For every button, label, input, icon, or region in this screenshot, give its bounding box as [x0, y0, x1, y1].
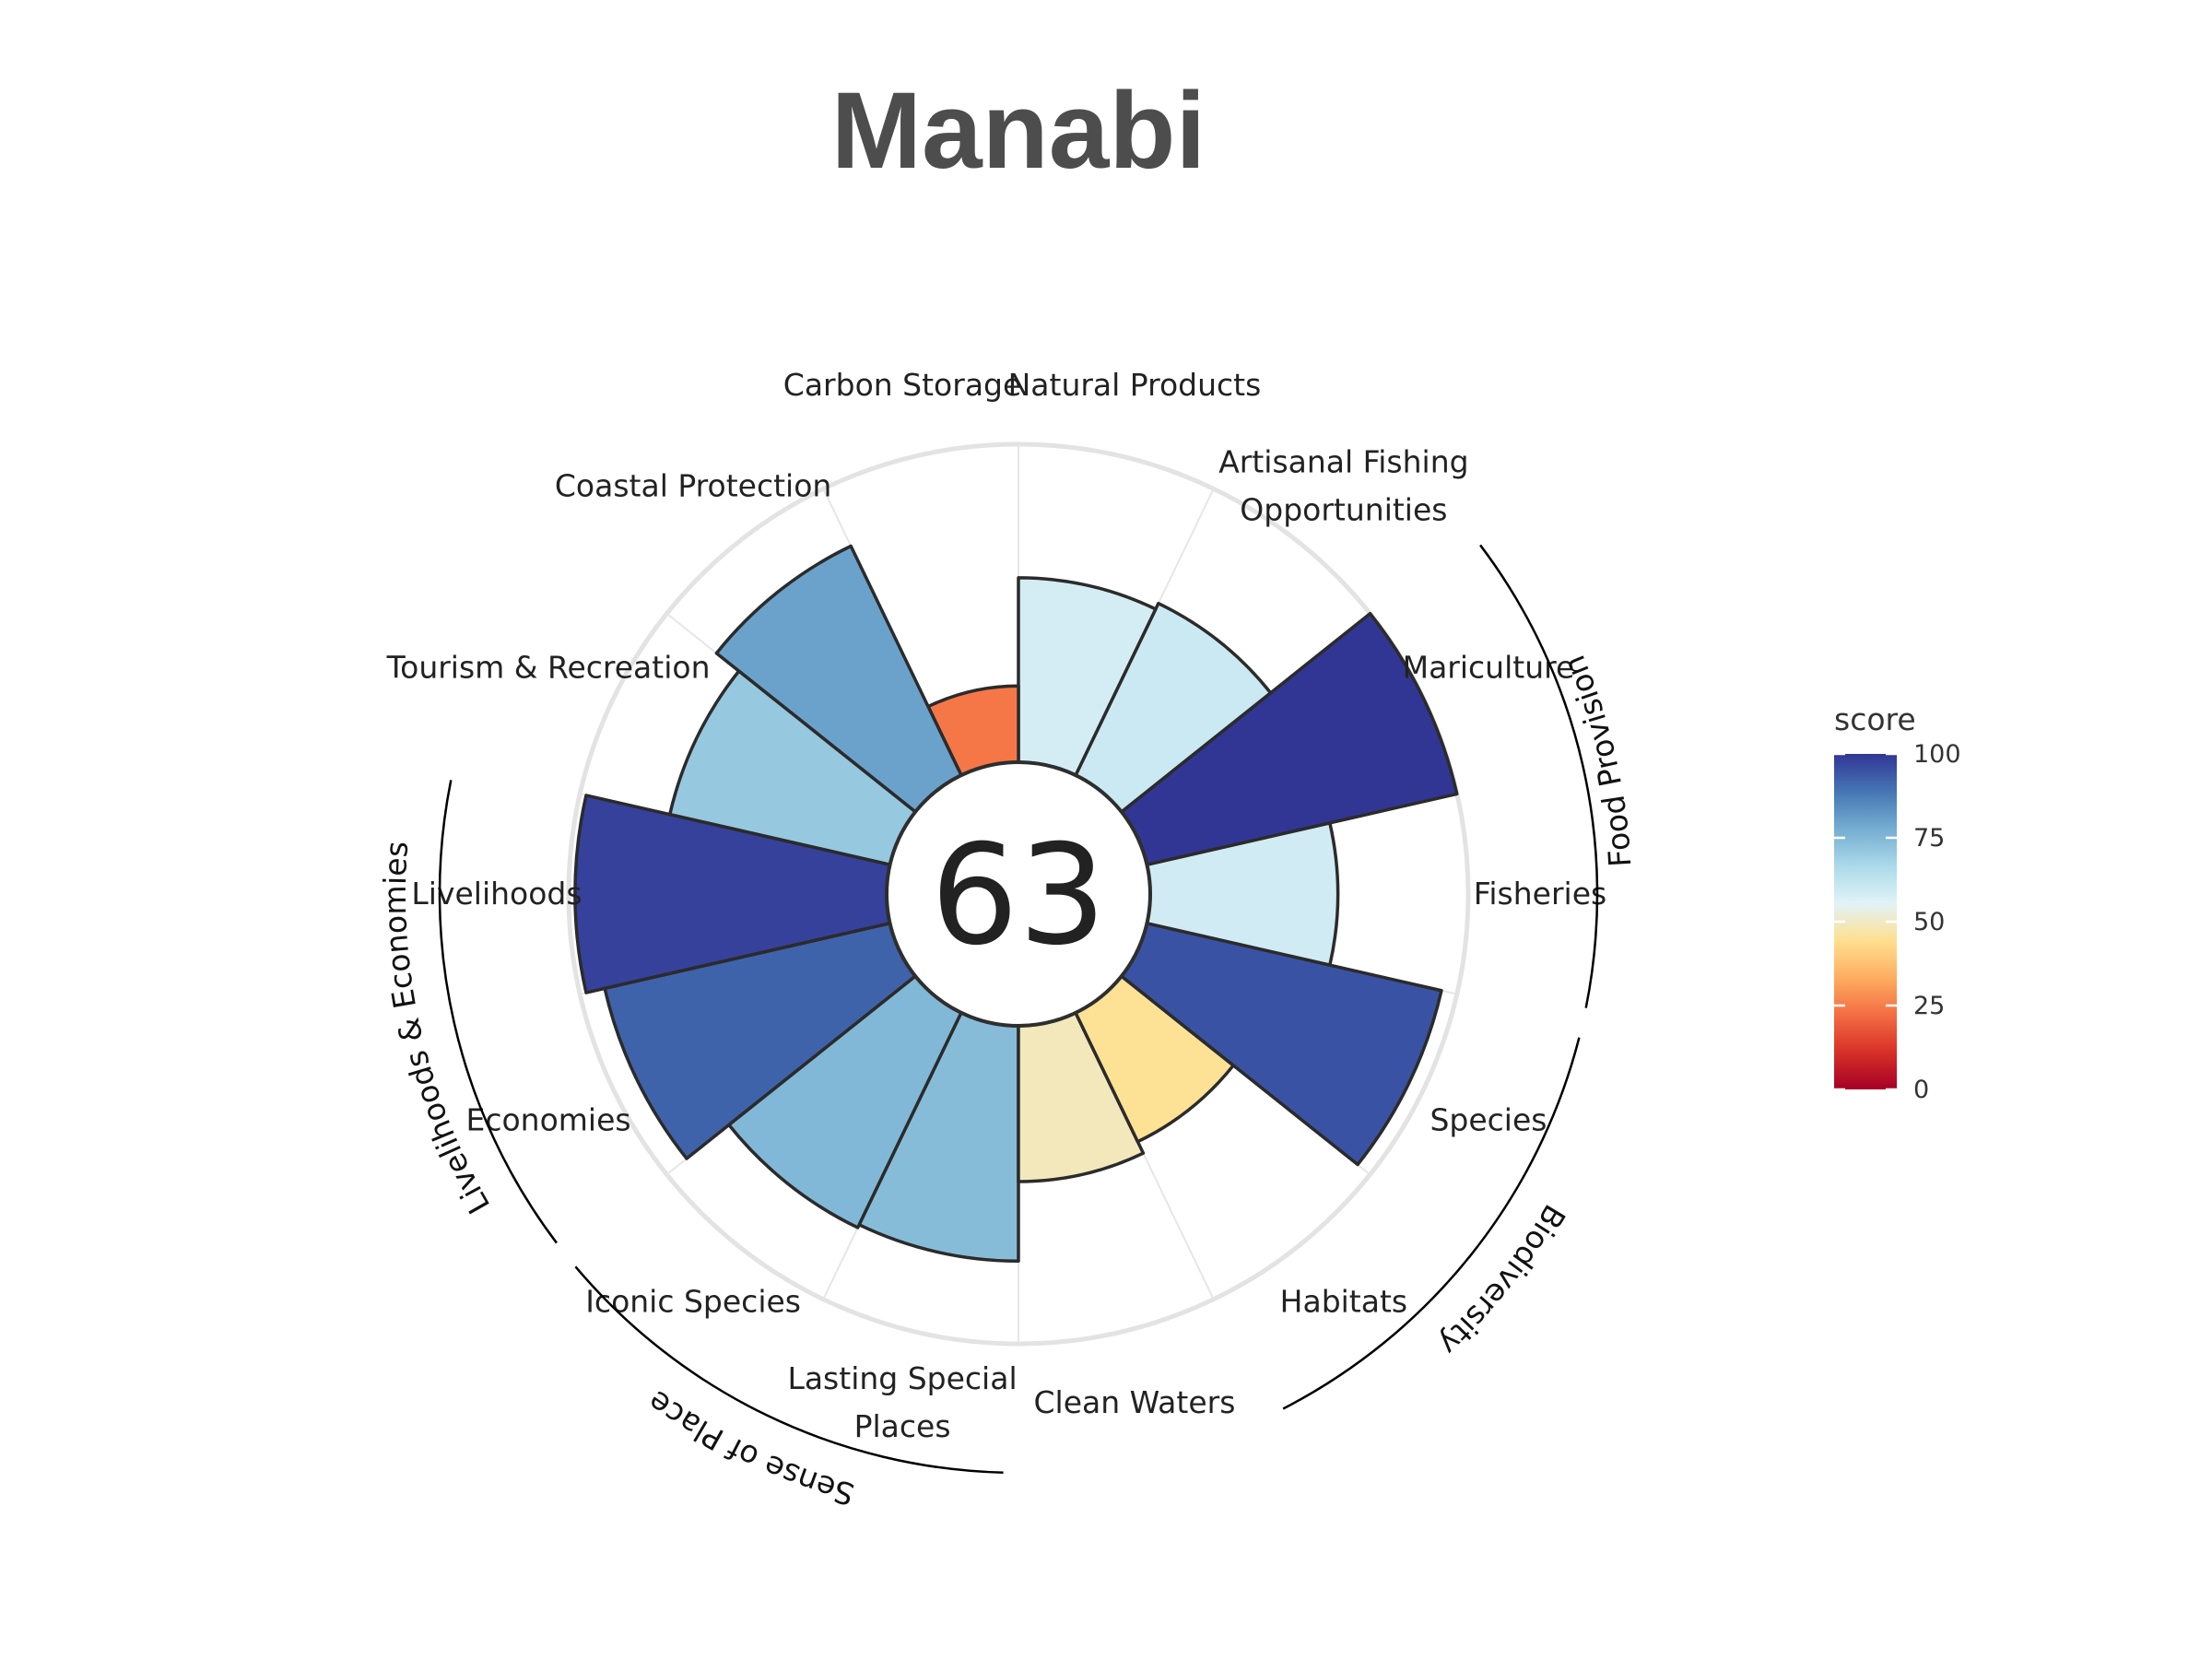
goal-label-mariculture: Mariculture	[1403, 649, 1575, 685]
chart-title: Manabi	[831, 70, 1206, 192]
group-arc-biodiversity	[1282, 1037, 1581, 1410]
group-arc-livelihoods-economies	[438, 780, 558, 1244]
legend-ticks: 0 25 50 75 100	[1834, 740, 1961, 1104]
goal-label-tourism-recreation: Tourism & Recreation	[386, 649, 711, 685]
group-label-biodiversity: Biodiversity	[1431, 1198, 1572, 1362]
goal-label-carbon-storage: Carbon Storage	[783, 367, 1022, 403]
goal-label-natural-products: Natural Products	[1008, 367, 1262, 403]
legend-tick-label: 0	[1913, 1076, 1929, 1104]
goal-label-iconic-species: Iconic Species	[585, 1284, 801, 1320]
goal-label-livelihoods: Livelihoods	[411, 876, 582, 912]
overall-score: 63	[931, 816, 1107, 976]
center-disc	[885, 760, 1152, 1028]
goal-label-fisheries: Fisheries	[1474, 876, 1606, 912]
goal-label-artisanal-fishing-opportunities: Artisanal Fishing Opportunities	[1218, 443, 1468, 527]
goal-label-coastal-protection: Coastal Protection	[555, 467, 831, 503]
goal-label-economies: Economies	[465, 1102, 630, 1138]
goal-label-habitats: Habitats	[1280, 1284, 1407, 1320]
group-label-sense-of-place: Sense of Place	[641, 1383, 859, 1512]
legend: score 0 25 50 75 100	[1834, 701, 1961, 1104]
legend-tick-label: 75	[1913, 824, 1945, 853]
legend-tick-label: 50	[1913, 908, 1945, 936]
goal-label-species: Species	[1430, 1102, 1547, 1138]
legend-tick-label: 25	[1913, 992, 1945, 1020]
legend-title: score	[1834, 701, 1916, 737]
legend-tick-label: 100	[1913, 740, 1961, 769]
bars-layer	[573, 544, 1459, 1264]
goal-label-clean-waters: Clean Waters	[1034, 1384, 1236, 1420]
group-label-food-provision: Food Provision	[1556, 651, 1638, 868]
group-arc-sense-of-place	[574, 1265, 1004, 1475]
goal-label-lasting-special-places: Lasting Special Places	[787, 1360, 1017, 1444]
group-arc-food-provision	[1479, 544, 1599, 1008]
